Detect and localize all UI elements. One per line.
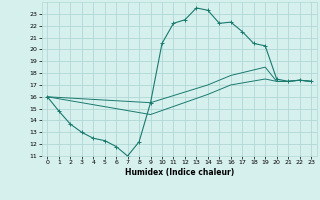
X-axis label: Humidex (Indice chaleur): Humidex (Indice chaleur) [124,168,234,177]
